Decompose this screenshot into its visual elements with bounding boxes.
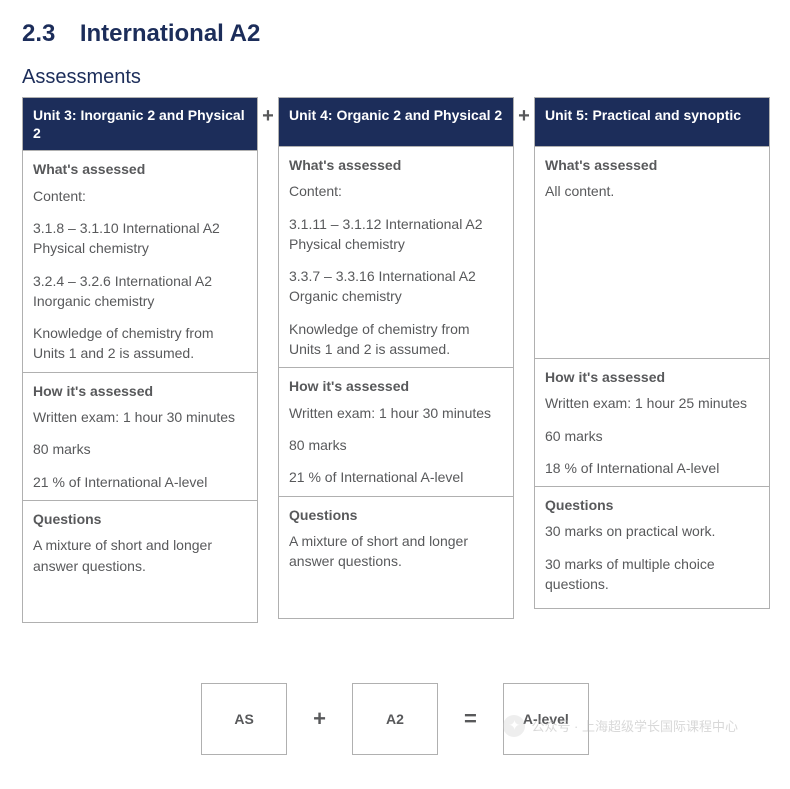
plus-icon: + (258, 97, 278, 128)
assessed-line: All content. (545, 181, 759, 201)
unit-how: How it's assessed Written exam: 1 hour 3… (279, 367, 513, 495)
assessed-line: 3.1.8 – 3.1.10 International A2 Physical… (33, 218, 247, 259)
unit-how: How it's assessed Written exam: 1 hour 2… (535, 358, 769, 486)
assessed-line: Knowledge of chemistry from Units 1 and … (33, 323, 247, 364)
questions-line: A mixture of short and longer answer que… (33, 535, 247, 576)
how-heading: How it's assessed (289, 376, 503, 396)
questions-heading: Questions (545, 495, 759, 515)
unit-box-4: Unit 4: Organic 2 and Physical 2 What's … (278, 97, 514, 619)
unit-box-5: Unit 5: Practical and synoptic What's as… (534, 97, 770, 609)
unit-assessed: What's assessed All content. (535, 146, 769, 358)
unit-questions: Questions A mixture of short and longer … (279, 496, 513, 618)
how-line: 80 marks (33, 439, 247, 459)
unit-header: Unit 4: Organic 2 and Physical 2 (279, 98, 513, 146)
plus-icon: + (514, 97, 534, 128)
unit-box-3: Unit 3: Inorganic 2 and Physical 2 What'… (22, 97, 258, 623)
unit-questions: Questions A mixture of short and longer … (23, 500, 257, 622)
assessed-line: Content: (33, 186, 247, 206)
how-line: Written exam: 1 hour 25 minutes (545, 393, 759, 413)
assessed-heading: What's assessed (545, 155, 759, 175)
assessed-heading: What's assessed (289, 155, 503, 175)
unit-assessed: What's assessed Content: 3.1.11 – 3.1.12… (279, 146, 513, 367)
assessed-line: Content: (289, 181, 503, 201)
how-heading: How it's assessed (545, 367, 759, 387)
questions-heading: Questions (289, 505, 503, 525)
watermark: ✦ 公众号 · 上海超级学长国际课程中心 (22, 715, 768, 737)
section-subtitle: Assessments (22, 66, 768, 89)
how-line: 18 % of International A-level (545, 458, 759, 478)
questions-line: 30 marks on practical work. (545, 521, 759, 541)
how-line: 80 marks (289, 435, 503, 455)
questions-heading: Questions (33, 509, 247, 529)
assessed-heading: What's assessed (33, 159, 247, 179)
assessed-line: 3.3.7 – 3.3.16 International A2 Organic … (289, 266, 503, 307)
assessed-line: 3.2.4 – 3.2.6 International A2 Inorganic… (33, 271, 247, 312)
section-title: International A2 (80, 20, 260, 48)
how-line: Written exam: 1 hour 30 minutes (33, 407, 247, 427)
wechat-icon: ✦ (503, 715, 525, 737)
how-line: Written exam: 1 hour 30 minutes (289, 403, 503, 423)
how-heading: How it's assessed (33, 381, 247, 401)
assessed-line: 3.1.11 – 3.1.12 International A2 Physica… (289, 214, 503, 255)
questions-line: A mixture of short and longer answer que… (289, 531, 503, 572)
page-heading: 2.3 International A2 (22, 20, 768, 48)
how-line: 21 % of International A-level (33, 472, 247, 492)
questions-line: 30 marks of multiple choice questions. (545, 554, 759, 595)
unit-how: How it's assessed Written exam: 1 hour 3… (23, 372, 257, 500)
unit-header: Unit 5: Practical and synoptic (535, 98, 769, 146)
units-row: Unit 3: Inorganic 2 and Physical 2 What'… (22, 97, 768, 623)
section-number: 2.3 (22, 20, 55, 48)
watermark-text: 公众号 · 上海超级学长国际课程中心 (531, 716, 738, 735)
unit-questions: Questions 30 marks on practical work. 30… (535, 486, 769, 608)
how-line: 60 marks (545, 426, 759, 446)
unit-header: Unit 3: Inorganic 2 and Physical 2 (23, 98, 257, 150)
unit-assessed: What's assessed Content: 3.1.8 – 3.1.10 … (23, 150, 257, 371)
assessed-line: Knowledge of chemistry from Units 1 and … (289, 319, 503, 360)
how-line: 21 % of International A-level (289, 467, 503, 487)
